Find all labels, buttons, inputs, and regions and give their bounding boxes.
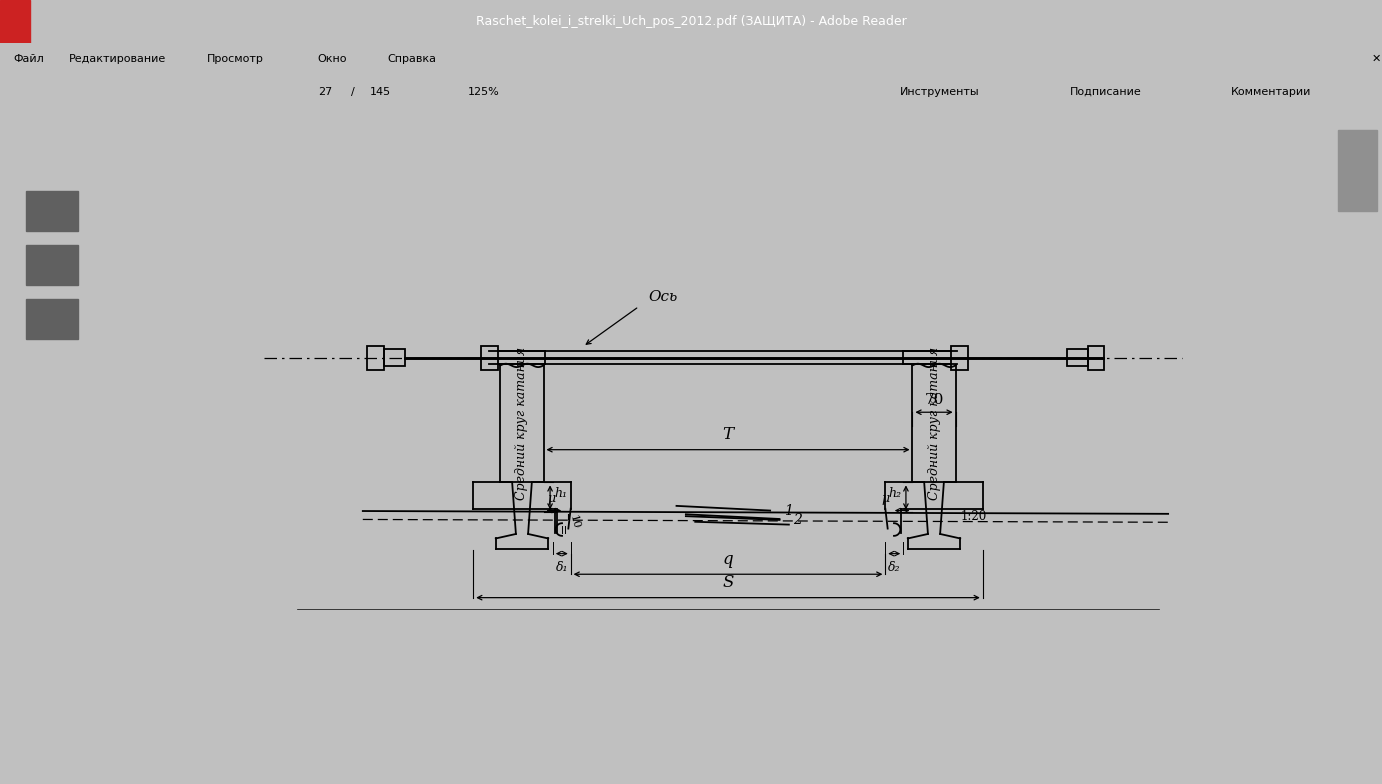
Text: T: T bbox=[723, 426, 734, 443]
Text: 70: 70 bbox=[925, 393, 944, 407]
Text: S: S bbox=[723, 574, 734, 591]
Text: δ₂: δ₂ bbox=[889, 561, 901, 574]
Text: Просмотр: Просмотр bbox=[207, 54, 264, 64]
Text: Подписание: Подписание bbox=[1070, 87, 1142, 97]
Text: 10: 10 bbox=[568, 514, 582, 530]
Bar bbox=[26, 245, 77, 285]
Bar bbox=[0, 0, 30, 43]
Text: h₂: h₂ bbox=[889, 487, 901, 500]
Bar bbox=[1341, 6, 1359, 37]
Bar bbox=[1320, 6, 1338, 37]
Bar bbox=[26, 299, 77, 339]
Text: Ось: Ось bbox=[648, 289, 677, 303]
Text: Окно: Окно bbox=[318, 54, 347, 64]
Text: Редактирование: Редактирование bbox=[69, 54, 166, 64]
Text: 2: 2 bbox=[793, 513, 803, 527]
Text: Средний круг катания: Средний круг катания bbox=[927, 347, 941, 500]
Bar bbox=[1338, 130, 1376, 211]
Text: δ₁: δ₁ bbox=[556, 561, 568, 574]
Bar bbox=[481, 346, 498, 370]
Bar bbox=[368, 346, 384, 370]
Bar bbox=[26, 191, 77, 231]
Bar bbox=[1088, 346, 1104, 370]
Text: Файл: Файл bbox=[14, 54, 44, 64]
Text: μ: μ bbox=[882, 492, 890, 505]
Text: Инструменты: Инструменты bbox=[900, 87, 980, 97]
Text: μ: μ bbox=[547, 492, 556, 505]
Bar bbox=[1067, 350, 1088, 366]
Text: Средний круг катания: Средний круг катания bbox=[515, 347, 528, 500]
Bar bbox=[1361, 6, 1379, 37]
Bar bbox=[384, 350, 405, 366]
Text: 27: 27 bbox=[318, 87, 332, 97]
Text: ✕: ✕ bbox=[1371, 54, 1381, 64]
Text: 1:20: 1:20 bbox=[960, 510, 987, 523]
Bar bbox=[951, 346, 967, 370]
Text: q: q bbox=[723, 550, 734, 568]
Text: Raschet_kolei_i_strelki_Uch_pos_2012.pdf (ЗАЩИТА) - Adobe Reader: Raschet_kolei_i_strelki_Uch_pos_2012.pdf… bbox=[475, 15, 907, 28]
Text: Комментарии: Комментарии bbox=[1231, 87, 1312, 97]
Text: Справка: Справка bbox=[387, 54, 435, 64]
Text: 145: 145 bbox=[369, 87, 391, 97]
Text: /: / bbox=[351, 87, 354, 97]
Text: h₁: h₁ bbox=[554, 487, 568, 500]
Text: 1: 1 bbox=[784, 503, 793, 517]
Text: 125%: 125% bbox=[468, 87, 499, 97]
